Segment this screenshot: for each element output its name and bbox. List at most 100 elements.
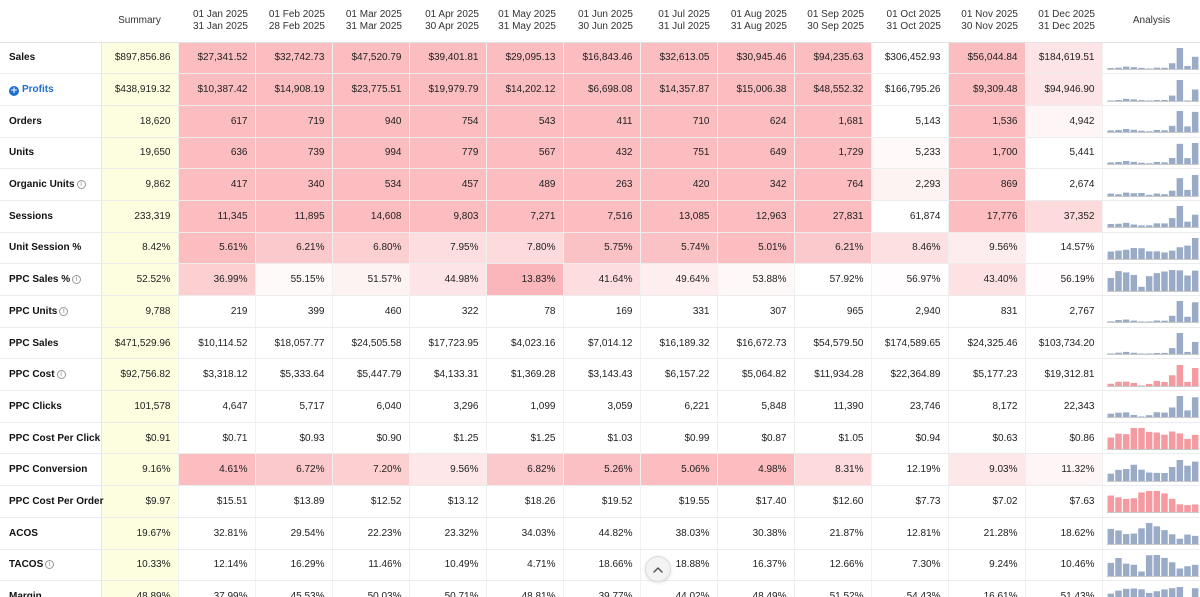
plus-circle-icon[interactable]: + [9, 85, 19, 96]
header-period-3[interactable]: 01 Mar 2025 31 Mar 2025 [332, 0, 409, 43]
row-label-profits[interactable]: + Profits [0, 73, 102, 106]
sparkline-bar [1183, 245, 1191, 260]
analysis-sparkline-cell[interactable] [1102, 105, 1200, 138]
cell-value: 457 [409, 168, 487, 201]
analysis-sparkline-cell[interactable] [1102, 200, 1200, 233]
sparkline-bar [1145, 194, 1152, 197]
analysis-sparkline-cell[interactable] [1102, 137, 1200, 170]
row-label-text[interactable]: Profits [22, 83, 54, 95]
sparkline-bar [1183, 189, 1191, 197]
analysis-sparkline-cell[interactable] [1102, 232, 1200, 265]
cell-value: 534 [332, 168, 410, 201]
analysis-sparkline-cell[interactable] [1102, 517, 1200, 550]
cell-value: 61,874 [871, 200, 949, 233]
header-period-8[interactable]: 01 Aug 2025 31 Aug 2025 [717, 0, 794, 43]
header-period-1[interactable]: 01 Jan 2025 31 Jan 2025 [178, 0, 255, 43]
cell-value: $4,133.31 [409, 358, 487, 392]
row-label-tacos: TACOS i [0, 549, 102, 582]
header-period-5[interactable]: 01 May 2025 31 May 2025 [486, 0, 563, 43]
cell-value: $18.26 [486, 485, 564, 518]
sparkline-bar [1122, 160, 1129, 165]
cell-value: 340 [255, 168, 333, 201]
analysis-sparkline-cell[interactable] [1102, 580, 1200, 597]
sparkline-chart[interactable] [1106, 331, 1199, 356]
analysis-sparkline-cell[interactable] [1102, 168, 1200, 201]
analysis-sparkline-cell[interactable] [1102, 422, 1200, 455]
sparkline-bar [1176, 433, 1183, 451]
analysis-sparkline-cell[interactable] [1102, 485, 1200, 518]
info-icon[interactable]: i [72, 275, 82, 285]
sparkline-chart[interactable] [1106, 141, 1199, 165]
analysis-sparkline-cell[interactable] [1102, 42, 1200, 75]
cell-value: 13.83% [486, 263, 564, 296]
header-period-10[interactable]: 01 Oct 2025 31 Oct 2025 [871, 0, 948, 43]
cell-value: $47,520.79 [332, 42, 410, 75]
sparkline-chart[interactable] [1106, 489, 1199, 514]
scroll-top-button[interactable] [645, 556, 671, 582]
sparkline-chart[interactable] [1107, 585, 1199, 597]
analysis-sparkline-cell[interactable] [1102, 453, 1200, 487]
header-period-7[interactable]: 01 Jul 2025 31 Jul 2025 [640, 0, 717, 43]
sparkline-bar [1145, 491, 1152, 514]
sparkline-bar [1137, 225, 1145, 229]
analysis-sparkline-cell[interactable] [1102, 295, 1200, 328]
cell-value: 489 [486, 168, 564, 201]
analysis-sparkline-cell[interactable] [1102, 327, 1200, 360]
cell-value: $23,775.51 [332, 73, 410, 106]
sparkline-bar [1153, 554, 1160, 577]
sparkline-chart[interactable] [1106, 521, 1199, 546]
header-period-4[interactable]: 01 Apr 2025 30 Apr 2025 [409, 0, 486, 43]
table-row-tacos: TACOS i 10.33% 12.14% 16.29% 11.46% 10.49% 4.71… [0, 549, 1200, 582]
sparkline-bar [1176, 206, 1183, 229]
cell-value: 21.28% [948, 517, 1026, 550]
analysis-sparkline-cell[interactable] [1102, 263, 1200, 296]
info-icon[interactable]: i [59, 306, 69, 316]
header-period-11[interactable]: 01 Nov 2025 30 Nov 2025 [948, 0, 1025, 43]
sparkline-bar [1168, 534, 1175, 546]
info-icon[interactable]: i [45, 560, 55, 570]
info-icon[interactable]: i [76, 180, 86, 190]
sparkline-chart[interactable] [1106, 46, 1199, 70]
sparkline-chart[interactable] [1106, 204, 1199, 229]
header-period-6[interactable]: 01 Jun 2025 30 Jun 2025 [563, 0, 640, 43]
sparkline-bar [1130, 428, 1137, 451]
profits-expand-link[interactable]: + Profits [9, 83, 54, 96]
sparkline-chart[interactable] [1106, 458, 1199, 482]
sparkline-bar [1191, 564, 1198, 577]
sparkline-chart[interactable] [1106, 268, 1199, 292]
header-period-12[interactable]: 01 Dec 2025 31 Dec 2025 [1025, 0, 1102, 43]
cell-value: 13,085 [640, 200, 718, 233]
sparkline-chart[interactable] [1106, 394, 1199, 419]
cell-value: 54.43% [871, 580, 949, 597]
period-start: 01 Jul 2025 [658, 8, 710, 20]
cell-value: $1.03 [563, 422, 641, 455]
header-period-2[interactable]: 01 Feb 2025 28 Feb 2025 [255, 0, 332, 43]
sparkline-bar [1107, 414, 1114, 419]
period-start: 01 Feb 2025 [268, 8, 325, 20]
sparkline-chart[interactable] [1106, 236, 1199, 260]
sparkline-bar [1183, 158, 1191, 165]
analysis-sparkline-cell[interactable] [1102, 358, 1200, 392]
row-label-ppc-sales: PPC Sales % i [0, 263, 102, 296]
sparkline-bar [1145, 592, 1152, 597]
sparkline-bar [1122, 412, 1129, 419]
analysis-sparkline-cell[interactable] [1102, 73, 1200, 106]
info-icon[interactable]: i [56, 370, 66, 380]
cell-value: 9.03% [948, 453, 1026, 487]
cell-value: 4.71% [486, 549, 564, 582]
header-period-9[interactable]: 01 Sep 2025 30 Sep 2025 [794, 0, 871, 43]
header-summary[interactable]: Summary [101, 0, 178, 43]
sparkline-chart[interactable] [1106, 173, 1199, 197]
sparkline-chart[interactable] [1106, 363, 1199, 387]
analysis-sparkline-cell[interactable] [1102, 549, 1200, 582]
sparkline-bar [1114, 67, 1122, 70]
sparkline-chart[interactable] [1106, 78, 1199, 102]
cell-value: 43.40% [948, 263, 1026, 296]
analysis-sparkline-cell[interactable] [1102, 390, 1200, 423]
sparkline-chart[interactable] [1106, 553, 1199, 577]
sparkline-chart[interactable] [1106, 109, 1199, 134]
cell-value: $56,044.84 [948, 42, 1026, 75]
sparkline-chart[interactable] [1106, 299, 1199, 324]
cell-value: $94,235.63 [794, 42, 872, 75]
sparkline-chart[interactable] [1106, 426, 1199, 451]
